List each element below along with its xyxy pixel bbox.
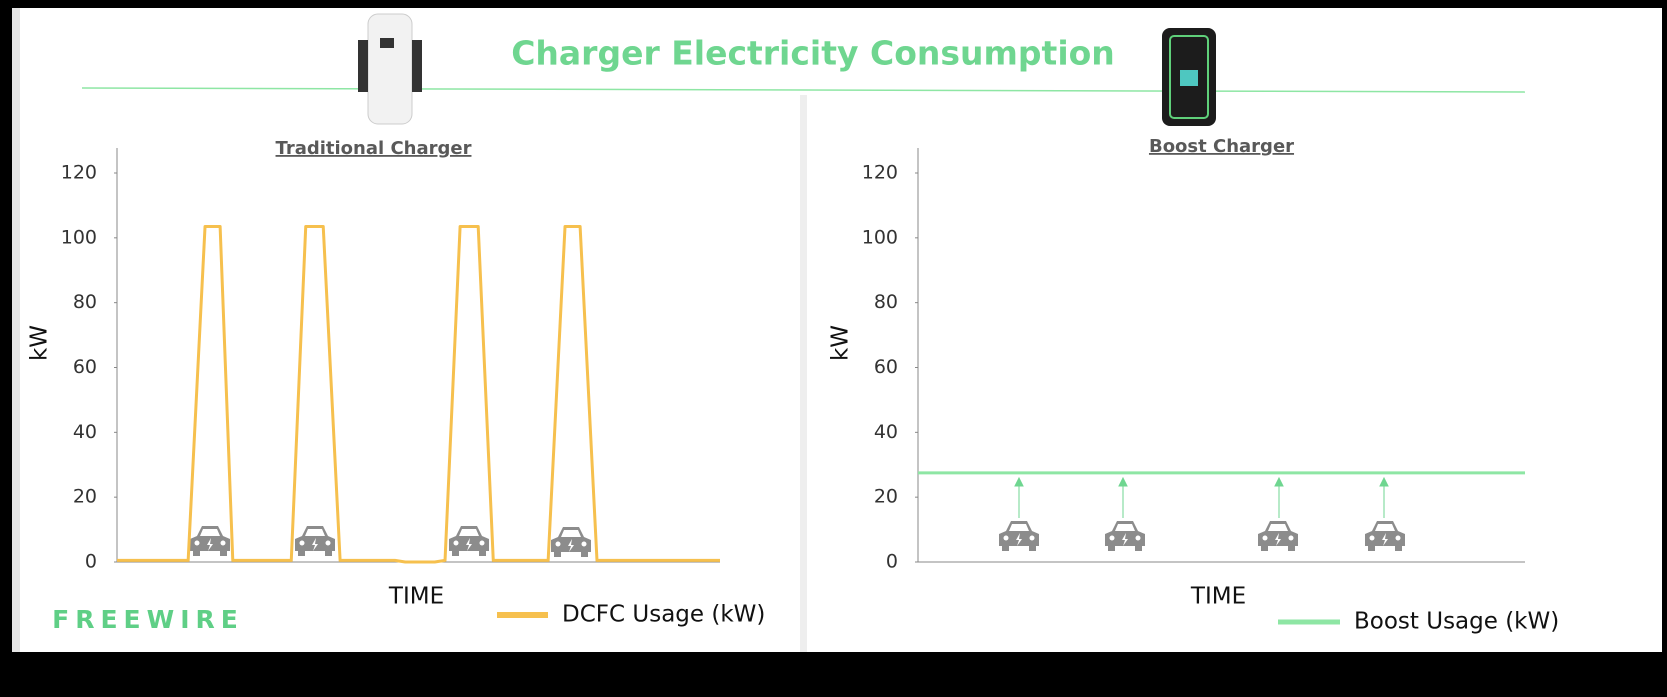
y-tick-label: 40	[73, 421, 97, 443]
legend-label: DCFC Usage (kW)	[562, 602, 765, 628]
y-tick-label: 120	[61, 162, 97, 184]
y-tick-label: 100	[61, 226, 97, 248]
logo: FREEWIRE	[52, 605, 244, 634]
y-tick-label: 80	[73, 291, 97, 313]
legend-label: Boost Usage (kW)	[1354, 609, 1559, 635]
y-tick-label: 20	[73, 486, 97, 508]
page-title: Charger Electricity Consumption	[511, 34, 1115, 73]
y-tick-label: 20	[874, 486, 898, 508]
y-tick-label: 100	[862, 226, 898, 248]
left-strip	[12, 8, 20, 652]
chart-title: Boost Charger	[1149, 136, 1294, 157]
chart-title: Traditional Charger	[276, 138, 472, 159]
y-axis-label: kW	[27, 325, 53, 361]
y-tick-label: 80	[874, 291, 898, 313]
y-tick-label: 0	[85, 551, 97, 573]
boost-icon	[1162, 28, 1216, 126]
y-tick-label: 60	[874, 356, 898, 378]
y-tick-label: 120	[862, 162, 898, 184]
y-axis-label: kW	[828, 325, 854, 361]
divider	[800, 95, 807, 652]
page: {"title": "Charger Electricity Consumpti…	[0, 0, 1667, 697]
charger-icon	[358, 14, 422, 124]
y-tick-label: 40	[874, 421, 898, 443]
y-tick-label: 60	[73, 356, 97, 378]
x-axis-label: TIME	[1190, 584, 1246, 610]
y-tick-label: 0	[886, 551, 898, 573]
chart: Charger Electricity Consumption FREEWIRE…	[0, 0, 1667, 697]
x-axis-label: TIME	[388, 584, 444, 610]
